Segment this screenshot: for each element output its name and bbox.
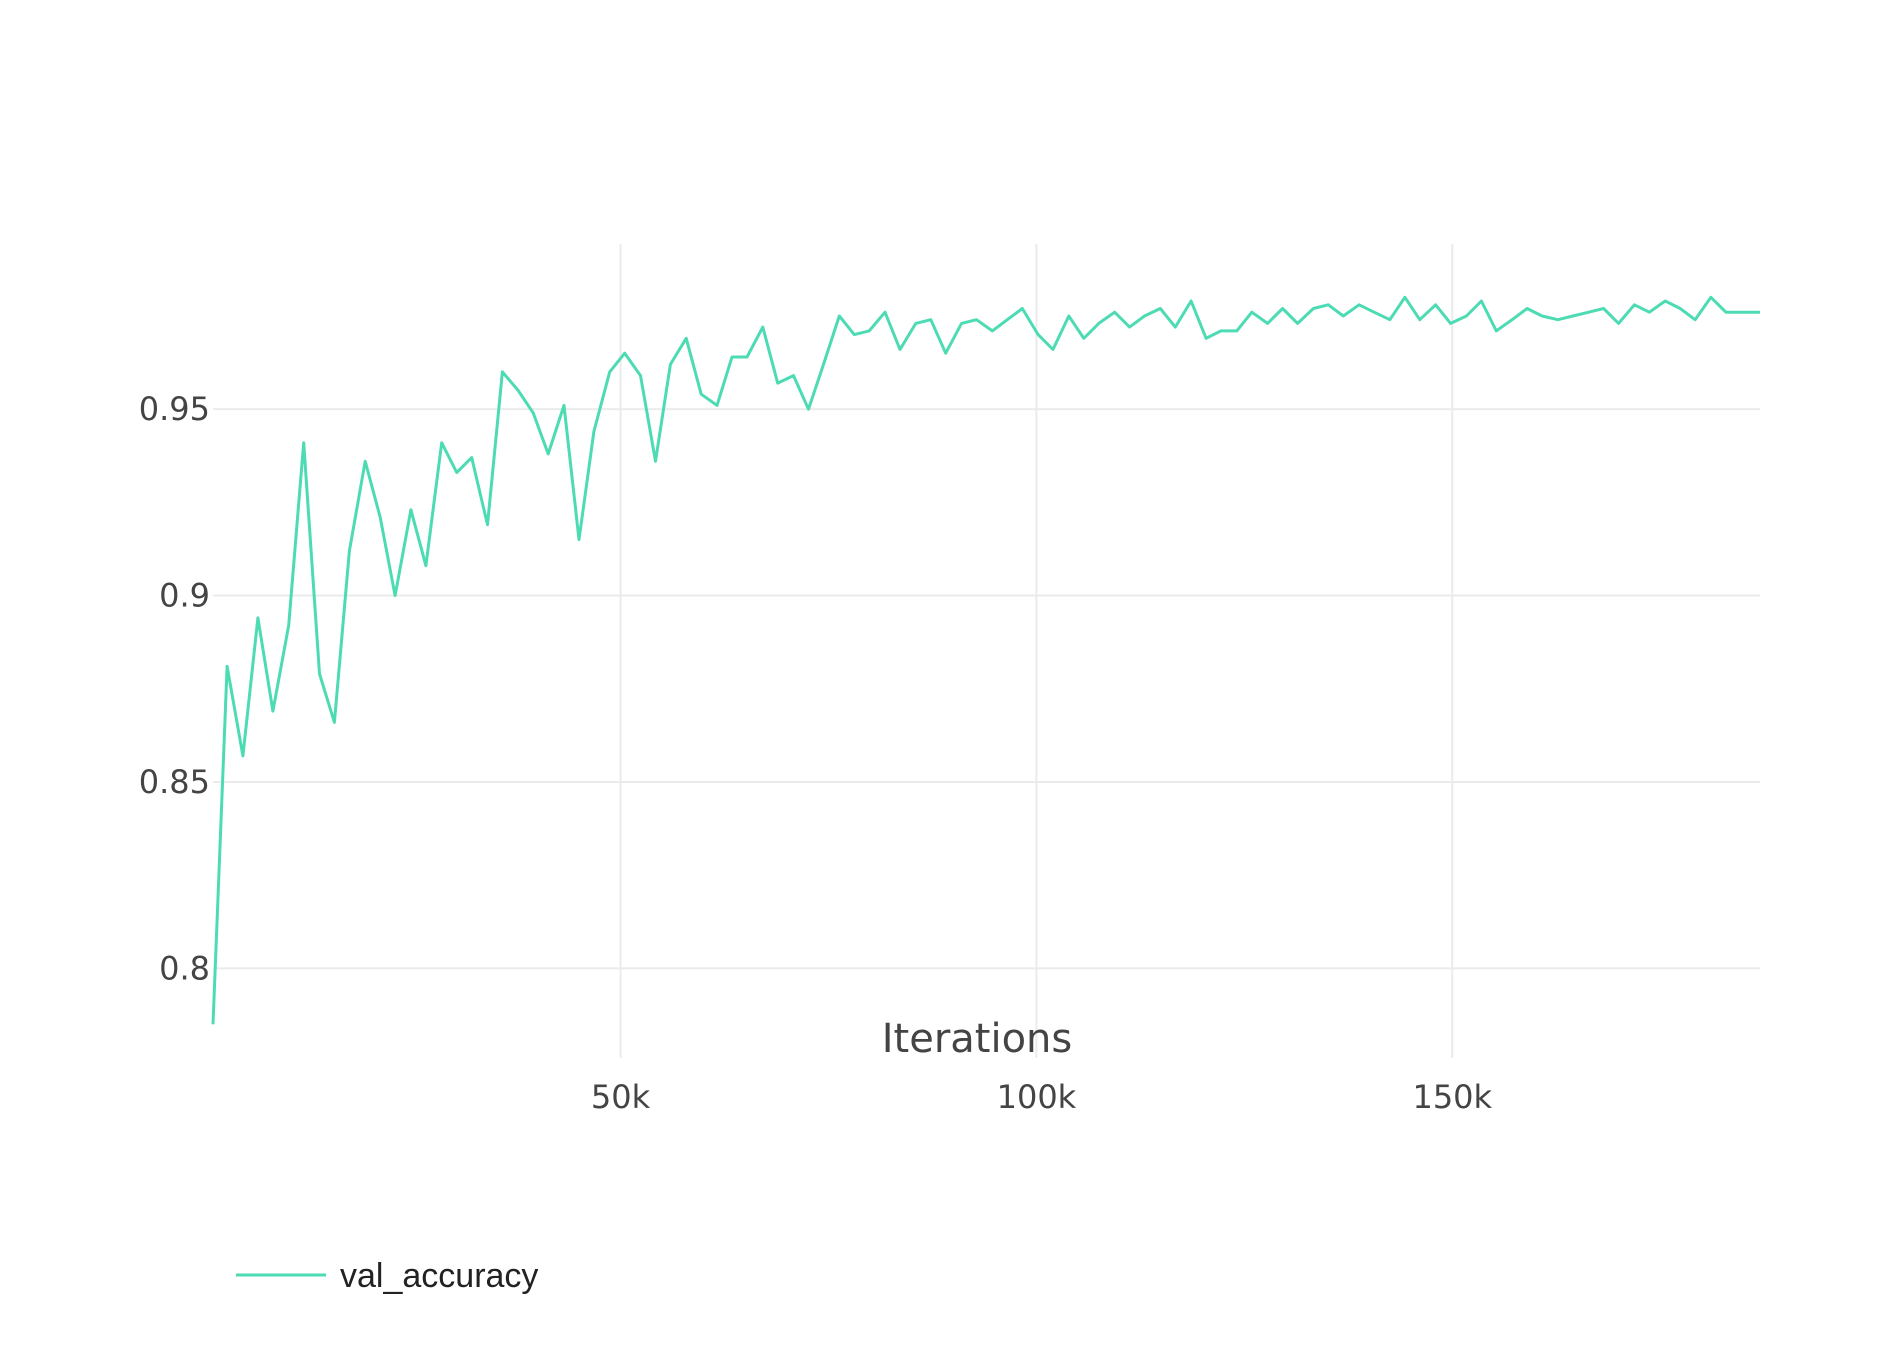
series-layer	[211, 295, 1760, 1025]
y-tick-label: 0.85	[139, 763, 210, 801]
series-line-val-accuracy[interactable]	[211, 295, 1760, 1025]
x-tick-label: 100k	[997, 1078, 1077, 1116]
y-tick-label: 0.9	[159, 577, 210, 615]
y-axis-tick-labels: 0.8 0.85 0.9 0.95	[139, 390, 210, 987]
legend[interactable]: val_accuracy	[236, 1257, 538, 1295]
y-tick-label: 0.95	[139, 390, 210, 428]
x-axis-title: Iterations	[882, 1016, 1073, 1062]
grid-lines	[213, 244, 1760, 1058]
x-tick-label: 150k	[1412, 1078, 1492, 1116]
legend-label-val-accuracy: val_accuracy	[340, 1257, 538, 1295]
x-tick-label: 50k	[591, 1078, 651, 1116]
y-tick-label: 0.8	[159, 949, 210, 987]
x-axis-tick-labels: 50k 100k 150k	[591, 1078, 1493, 1116]
